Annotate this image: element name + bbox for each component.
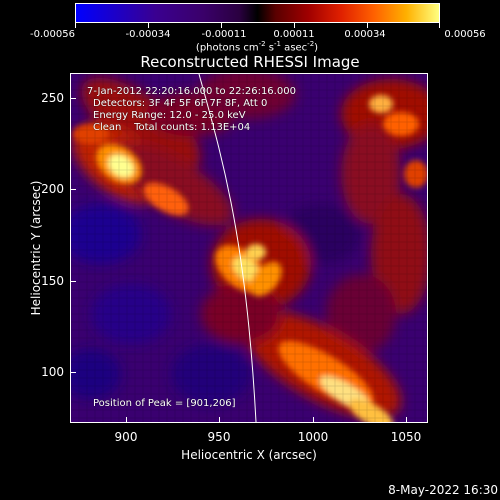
colorbar-tick-label: 0.00011 — [273, 29, 315, 40]
colorbar-tick-label: 0.00056 — [444, 29, 486, 40]
y-tick — [70, 281, 76, 282]
x-tick — [126, 417, 127, 423]
plot-image: 7-Jan-2012 22:20:16.000 to 22:26:16.000 … — [70, 73, 428, 423]
y-tick — [70, 189, 76, 190]
y-tick-label: 100 — [41, 365, 64, 379]
colorbar-tick-label: -0.00034 — [125, 29, 171, 40]
colorbar-tick — [367, 23, 368, 28]
y-tick-label: 150 — [41, 274, 64, 288]
x-tick-label: 950 — [207, 430, 231, 444]
colorbar-tick — [75, 23, 76, 28]
colorbar-tick-label: 0.00034 — [344, 29, 386, 40]
y-tick — [70, 98, 76, 99]
colorbar-units: (photons cm-2 s-1 asec-2) — [195, 40, 319, 54]
x-axis-label: Heliocentric X (arcsec) — [181, 448, 317, 462]
colorbar-tick — [221, 23, 222, 28]
y-tick — [70, 372, 76, 373]
info-detectors: Detectors: 3F 4F 5F 6F 7F 8F, Att 0 — [93, 98, 268, 109]
colorbar-tick — [439, 23, 440, 28]
x-tick-label: 1050 — [390, 430, 422, 444]
colorbar-tick — [294, 23, 295, 28]
y-tick-label: 250 — [41, 91, 64, 105]
y-axis-label: Heliocentric Y (arcsec) — [29, 180, 43, 316]
colorbar-tick-label: -0.00056 — [30, 29, 75, 40]
colorbar-tick-label: -0.00011 — [201, 29, 247, 40]
plot-title: Reconstructed RHESSI Image — [140, 53, 360, 71]
plot-timestamp: 8-May-2022 16:30 — [388, 483, 498, 497]
hxr-image — [71, 74, 427, 422]
x-tick — [406, 417, 407, 423]
colorbar — [75, 3, 440, 23]
x-tick-label: 1000 — [297, 430, 329, 444]
peak-position: Position of Peak = [901,206] — [93, 398, 236, 409]
info-clean: Clean Total counts: 1.13E+04 — [93, 122, 251, 133]
colorbar-tick — [148, 23, 149, 28]
info-energy: Energy Range: 12.0 - 25.0 keV — [93, 110, 246, 121]
y-tick-label: 200 — [41, 182, 64, 196]
x-tick — [219, 417, 220, 423]
info-time: 7-Jan-2012 22:20:16.000 to 22:26:16.000 — [87, 86, 296, 97]
x-tick-label: 900 — [114, 430, 138, 444]
x-tick — [313, 417, 314, 423]
solar-limb-line — [198, 74, 257, 422]
